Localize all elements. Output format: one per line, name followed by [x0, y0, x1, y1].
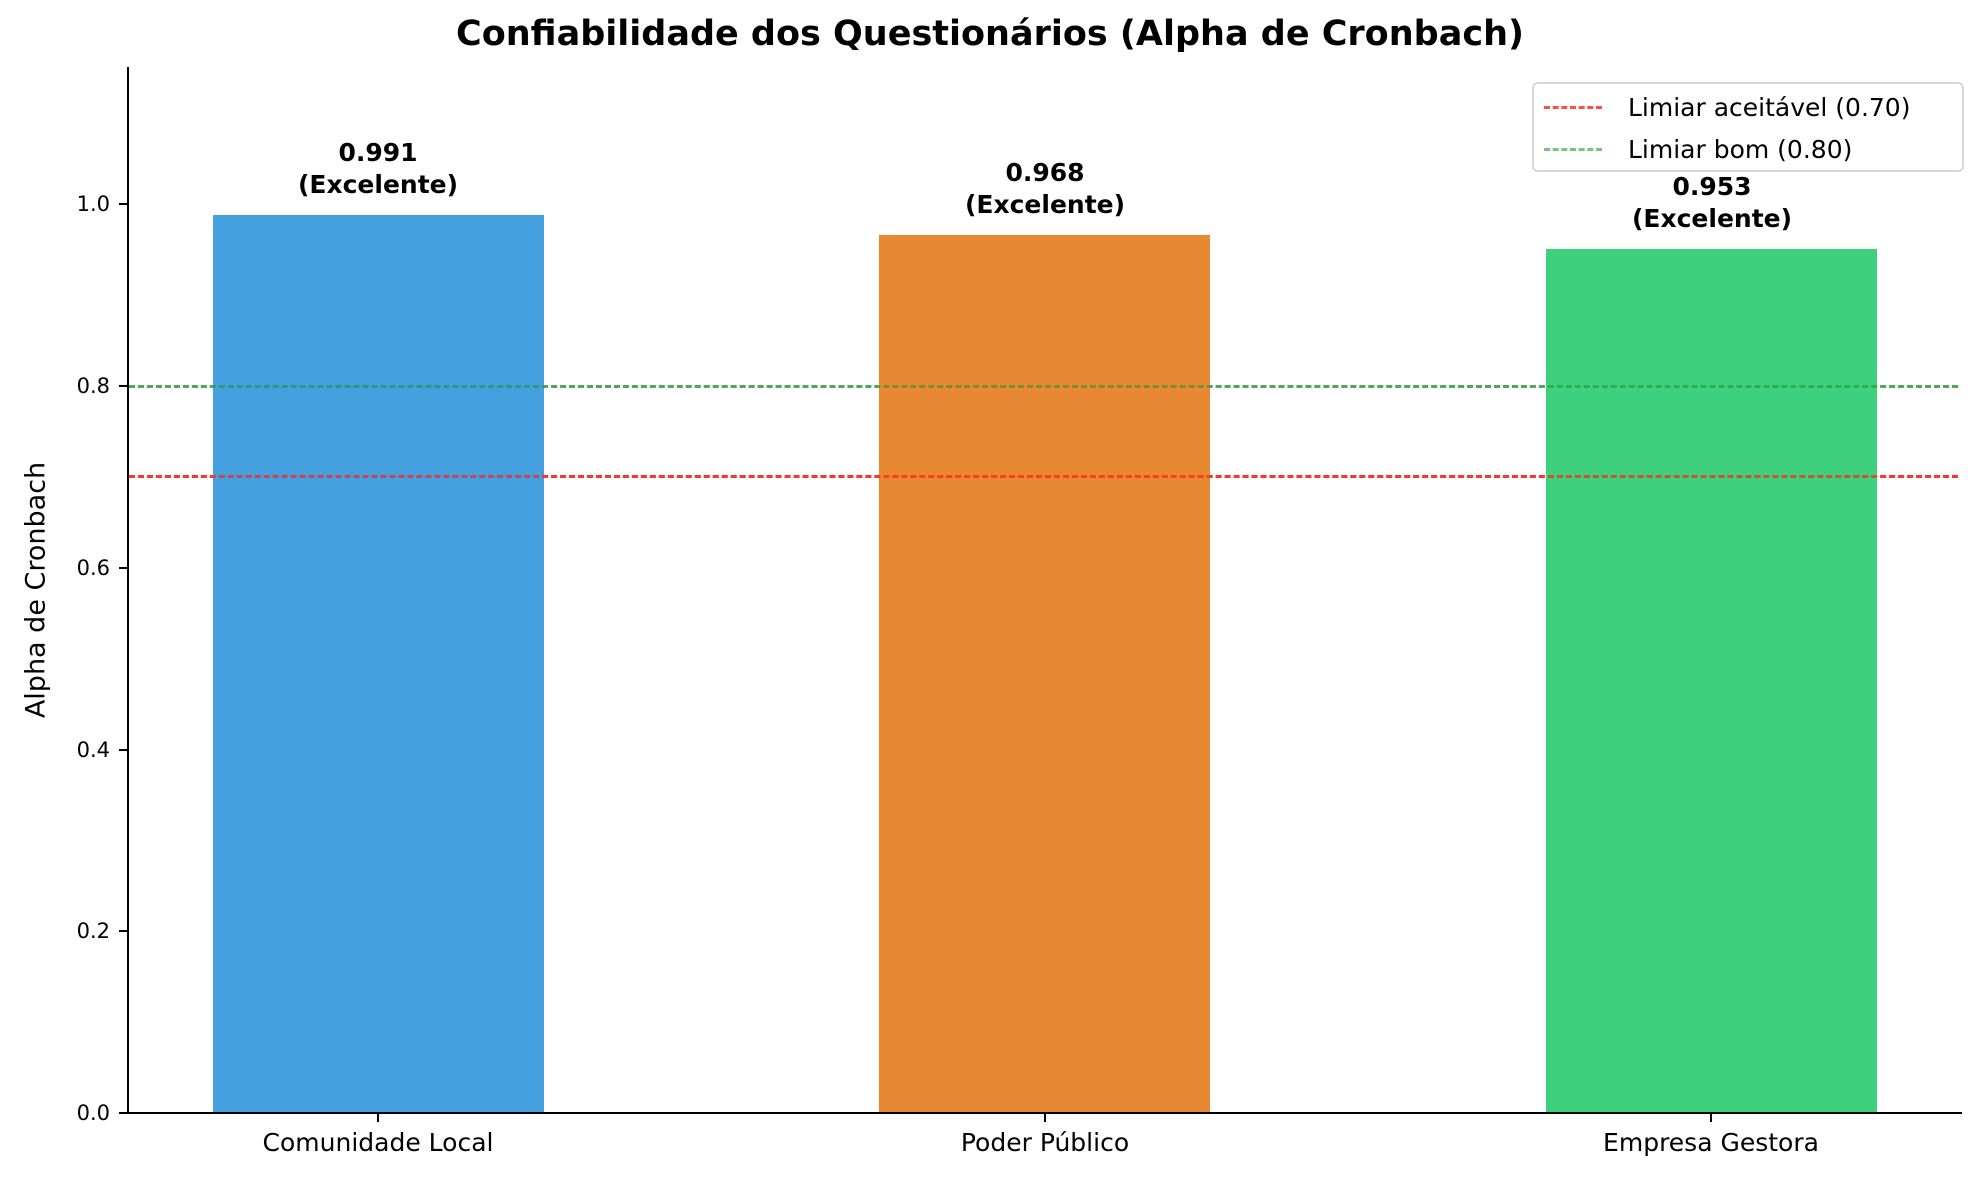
threshold-line-acceptable-overlay	[129, 475, 1958, 478]
y-tick	[119, 1112, 127, 1114]
legend-label: Limiar aceitável (0.70)	[1628, 92, 1911, 122]
bar-value: 0.968	[1005, 158, 1085, 187]
y-tick	[119, 749, 127, 751]
y-tick-label: 0.6	[76, 556, 110, 580]
legend: Limiar aceitável (0.70) Limiar bom (0.80…	[1532, 82, 1964, 172]
bar-poder-publico	[879, 235, 1210, 1112]
y-axis-line	[127, 67, 129, 1114]
bar-rating: (Excelente)	[1631, 204, 1793, 233]
bar-value-label: 0.968 (Excelente)	[965, 157, 1125, 221]
x-axis-line	[127, 1112, 1962, 1114]
dashed-line-icon	[1544, 105, 1602, 109]
y-tick-label: 0.8	[76, 374, 110, 398]
x-tick-label: Comunidade Local	[262, 1128, 494, 1157]
x-tick	[1044, 1114, 1046, 1122]
bar-value-label: 0.953 (Excelente)	[1632, 171, 1792, 235]
legend-item-good: Limiar bom (0.80)	[1544, 129, 1852, 169]
x-tick	[1710, 1114, 1712, 1122]
threshold-line-good-overlay	[129, 385, 1958, 388]
bar-rating: (Excelente)	[297, 170, 459, 199]
x-tick-label: Empresa Gestora	[1603, 1128, 1819, 1157]
bar-rating: (Excelente)	[964, 190, 1126, 219]
bar-value-label: 0.991 (Excelente)	[298, 137, 458, 201]
bar-value: 0.953	[1672, 172, 1752, 201]
y-axis-label: Alpha de Cronbach	[20, 461, 52, 719]
y-tick-label: 0.0	[76, 1101, 110, 1125]
x-tick	[377, 1114, 379, 1122]
chart-title: Confiabilidade dos Questionários (Alpha …	[456, 14, 1524, 54]
y-tick-label: 0.2	[76, 919, 110, 943]
legend-item-acceptable: Limiar aceitável (0.70)	[1544, 87, 1910, 127]
legend-label: Limiar bom (0.80)	[1628, 134, 1853, 164]
y-tick	[119, 930, 127, 932]
y-tick-label: 0.4	[76, 738, 110, 762]
x-tick-label: Poder Público	[960, 1128, 1130, 1157]
bar-comunidade-local	[213, 215, 544, 1112]
bar-empresa-gestora	[1546, 249, 1877, 1112]
dashed-line-icon	[1544, 147, 1602, 151]
y-tick-label: 1.0	[76, 192, 110, 216]
y-tick	[119, 203, 127, 205]
y-tick	[119, 567, 127, 569]
bar-value: 0.991	[338, 138, 418, 167]
y-tick	[119, 385, 127, 387]
